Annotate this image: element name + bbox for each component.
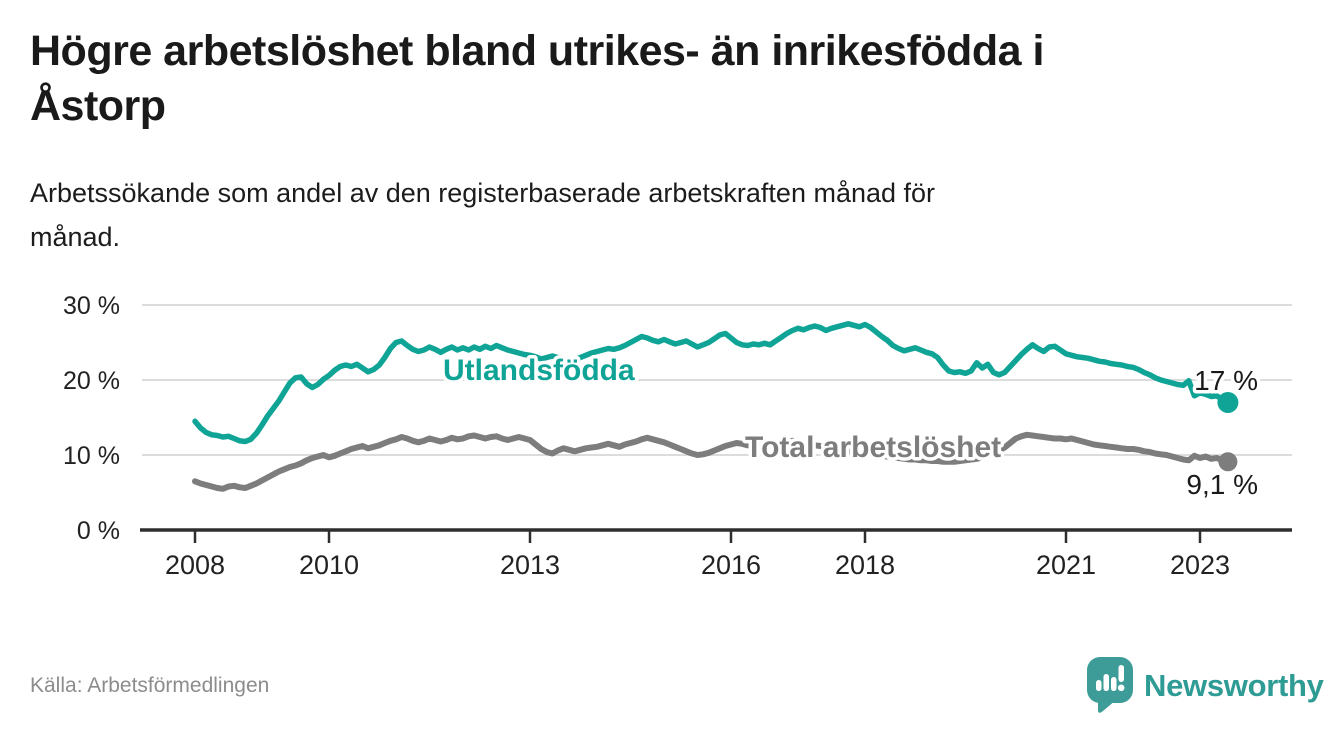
end-value-total: 9,1 % <box>1186 469 1258 500</box>
line-utlandsfodda <box>192 321 1231 445</box>
title-line-1: Högre arbetslöshet bland utrikes- än inr… <box>30 27 1044 75</box>
y-tick-0: 0 % <box>77 517 120 545</box>
x-tick-2016: 2016 <box>701 550 761 580</box>
page-title: Högre arbetslöshet bland utrikes- än inr… <box>30 24 1310 133</box>
dot-total <box>1218 452 1238 472</box>
bar-chart-glyph <box>1096 665 1125 692</box>
y-tick-10: 10 % <box>63 442 120 470</box>
x-tick-2023: 2023 <box>1170 550 1230 580</box>
x-tick-2021: 2021 <box>1036 550 1096 580</box>
line-total <box>192 431 1231 492</box>
x-tick-2018: 2018 <box>835 550 895 580</box>
newsworthy-logo-wordmark: Newsworthy <box>1144 668 1324 703</box>
subtitle-line-1: Arbetssökande som andel av den registerb… <box>30 178 936 208</box>
chart-subtitle: Arbetssökande som andel av den registerb… <box>30 172 1310 259</box>
y-tick-20: 20 % <box>63 367 120 395</box>
x-tick-2013: 2013 <box>500 550 560 580</box>
series-label-total: Total arbetslöshet <box>745 431 1001 464</box>
x-tick-2010: 2010 <box>299 550 359 580</box>
newsworthy-logo-icon <box>1087 657 1133 713</box>
line-chart: 30 % 20 % 10 % 0 % Utlandsfödda Total ar… <box>63 292 1292 580</box>
end-value-utlandsfodda: 17 % <box>1194 365 1258 396</box>
dot-utlandsfodda <box>1217 392 1239 413</box>
newsworthy-logo: Newsworthy <box>1086 656 1324 716</box>
source-note: Källa: Arbetsförmedlingen <box>30 674 270 697</box>
y-tick-30: 30 % <box>63 292 120 320</box>
title-line-2: Åstorp <box>30 81 166 130</box>
x-axis-ticks <box>193 531 1202 543</box>
x-tick-2008: 2008 <box>165 550 225 580</box>
subtitle-line-2: månad. <box>30 221 121 252</box>
series-label-utlandsfodda: Utlandsfödda <box>443 354 635 387</box>
